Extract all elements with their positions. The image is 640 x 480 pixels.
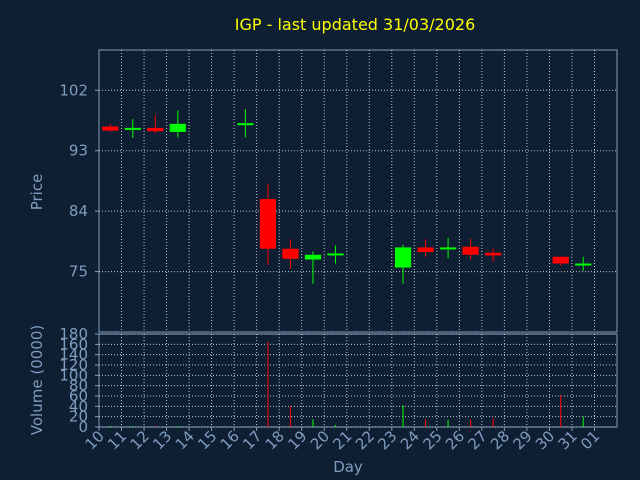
x-axis: 1011121314151617181920212223242526272829… bbox=[82, 427, 603, 453]
volume-tick-label: 160 bbox=[59, 335, 88, 353]
price-tick-label: 93 bbox=[69, 142, 88, 160]
volume-tick-label: 0 bbox=[78, 418, 88, 436]
volume-tick-label: 120 bbox=[59, 356, 88, 374]
candle-body bbox=[237, 123, 254, 126]
candle-body bbox=[575, 263, 592, 266]
candle-body bbox=[102, 126, 119, 131]
price-tick-label: 102 bbox=[59, 81, 88, 99]
candle-body bbox=[394, 247, 412, 268]
candle-body bbox=[552, 256, 569, 264]
candle-body bbox=[259, 199, 277, 249]
volume-axis-label: Volume (0000) bbox=[28, 325, 46, 435]
volume-tick-label: 60 bbox=[69, 387, 88, 405]
candle-body bbox=[462, 246, 479, 255]
volume-tick-label: 140 bbox=[59, 346, 88, 364]
price-axis-label: Price bbox=[28, 174, 46, 211]
candle-body bbox=[417, 247, 434, 253]
volume-tick-label: 180 bbox=[59, 325, 88, 343]
candle-body bbox=[485, 252, 502, 256]
candle-body bbox=[439, 247, 457, 250]
candle-body bbox=[282, 248, 299, 259]
price-tick-label: 75 bbox=[69, 263, 88, 281]
price-panel-frame bbox=[98, 49, 618, 333]
x-axis-label: Day bbox=[333, 458, 363, 476]
candle-body bbox=[124, 127, 141, 130]
chart-title: IGP - last updated 31/03/2026 bbox=[235, 15, 476, 34]
volume-tick-label: 40 bbox=[69, 397, 88, 415]
candle-body bbox=[147, 127, 164, 132]
price-tick-label: 84 bbox=[69, 202, 88, 220]
volume-tick-label: 80 bbox=[69, 377, 88, 395]
candle-body bbox=[327, 253, 344, 256]
candle-body bbox=[169, 123, 186, 132]
candle-body bbox=[304, 254, 322, 260]
volume-tick-label: 100 bbox=[59, 366, 88, 384]
volume-tick-label: 20 bbox=[69, 408, 88, 426]
price-panel: 75 84 93 102 bbox=[59, 49, 618, 333]
